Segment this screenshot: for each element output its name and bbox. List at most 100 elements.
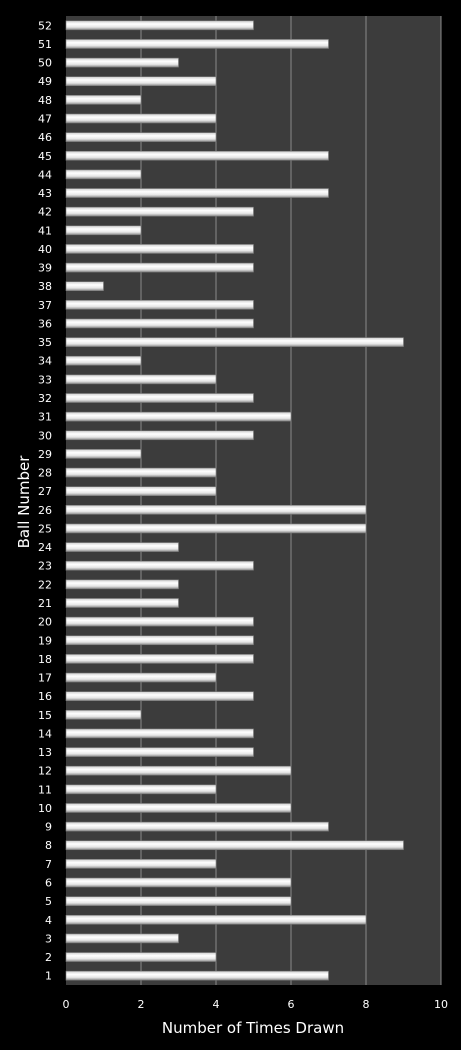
bar-ball-8	[65, 840, 404, 851]
y-tick-label: 16	[38, 690, 52, 703]
y-tick-label: 7	[45, 858, 52, 871]
bar-ball-52	[65, 20, 254, 31]
x-tick-labels: 0 2 4 6 8 10	[63, 998, 449, 1011]
bar-ball-40	[65, 244, 254, 254]
y-tick-label: 15	[38, 709, 52, 722]
y-tick-label: 38	[38, 280, 52, 293]
bar-ball-50	[65, 57, 179, 68]
y-tick-label: 14	[38, 727, 52, 740]
bar-ball-9	[65, 821, 329, 832]
y-tick-label: 41	[38, 224, 52, 237]
y-tick-label: 52	[38, 19, 52, 32]
bar-ball-37	[65, 300, 254, 310]
bar-ball-47	[65, 113, 217, 124]
y-tick-label: 44	[38, 168, 52, 181]
plot-area	[66, 16, 441, 985]
y-tick-label: 49	[38, 75, 52, 88]
x-tick-label: 8	[363, 998, 370, 1011]
x-tick-label: 4	[213, 998, 220, 1011]
bar-ball-34	[65, 355, 142, 366]
bar-ball-4	[65, 914, 367, 925]
y-tick-label: 21	[38, 597, 52, 610]
y-tick-label: 11	[38, 783, 52, 796]
y-tick-label: 24	[38, 541, 52, 554]
y-tick-label: 36	[38, 317, 52, 330]
bar-ball-15	[65, 709, 142, 720]
bar-ball-7	[65, 859, 217, 869]
bar-ball-5	[65, 896, 292, 906]
y-tick-label: 3	[45, 932, 52, 945]
y-tick-label: 29	[38, 448, 52, 461]
y-tick-label: 25	[38, 522, 52, 535]
bar-ball-41	[65, 225, 142, 236]
y-tick-label: 5	[45, 895, 52, 908]
y-tick-label: 39	[38, 262, 52, 275]
bar-ball-25	[65, 523, 367, 534]
bar-ball-19	[65, 635, 254, 646]
y-tick-label: 43	[38, 187, 52, 200]
bar-ball-36	[65, 318, 254, 329]
y-tick-label: 10	[38, 802, 52, 815]
y-tick-label: 22	[38, 578, 52, 591]
bar-ball-29	[65, 449, 142, 459]
bar-ball-42	[65, 206, 254, 217]
bar-ball-39	[65, 262, 254, 273]
bar-ball-1	[65, 970, 329, 981]
y-tick-label: 45	[38, 150, 52, 163]
y-tick-label: 33	[38, 373, 52, 386]
bar-ball-13	[65, 747, 254, 757]
bar-ball-16	[65, 691, 254, 701]
bar-ball-44	[65, 169, 142, 180]
bar-ball-35	[65, 337, 404, 347]
bar-ball-30	[65, 430, 254, 441]
bars	[65, 20, 404, 981]
y-tick-label: 8	[45, 839, 52, 852]
bar-ball-51	[65, 39, 329, 49]
bar-ball-14	[65, 728, 254, 739]
bar-ball-20	[65, 616, 254, 627]
y-tick-label: 27	[38, 485, 52, 498]
x-tick-label: 0	[63, 998, 70, 1011]
y-tick-label: 32	[38, 392, 52, 405]
x-tick-label: 2	[138, 998, 145, 1011]
y-tick-label: 37	[38, 299, 52, 312]
y-tick-label: 12	[38, 765, 52, 778]
x-tick-label: 10	[434, 998, 448, 1011]
bar-ball-32	[65, 393, 254, 403]
bar-ball-46	[65, 132, 217, 142]
bar-ball-23	[65, 560, 254, 571]
bar-ball-48	[65, 95, 142, 105]
y-tick-label: 17	[38, 672, 52, 685]
bar-ball-2	[65, 952, 217, 962]
y-tick-label: 47	[38, 112, 52, 125]
y-tick-label: 1	[45, 970, 52, 983]
y-axis-title: Ball Number	[15, 455, 33, 549]
y-tick-label: 23	[38, 560, 52, 573]
bar-ball-11	[65, 784, 217, 795]
y-tick-label: 28	[38, 467, 52, 480]
y-tick-label: 20	[38, 616, 52, 629]
y-tick-label: 30	[38, 429, 52, 442]
y-tick-label: 4	[45, 914, 52, 927]
bar-ball-21	[65, 598, 179, 608]
y-tick-labels: 1234567891011121314151617181920212223242…	[38, 19, 52, 982]
bar-ball-10	[65, 803, 292, 813]
x-axis-title: Number of Times Drawn	[162, 1019, 344, 1037]
bar-ball-27	[65, 486, 217, 496]
x-tick-label: 6	[288, 998, 295, 1011]
bar-ball-17	[65, 672, 217, 683]
bar-ball-22	[65, 579, 179, 590]
y-tick-label: 2	[45, 951, 52, 964]
bar-ball-28	[65, 467, 217, 478]
y-tick-label: 50	[38, 57, 52, 70]
y-tick-label: 40	[38, 243, 52, 256]
y-tick-label: 18	[38, 653, 52, 666]
bar-ball-43	[65, 188, 329, 198]
bar-ball-45	[65, 150, 329, 161]
bar-ball-18	[65, 654, 254, 664]
y-tick-label: 26	[38, 504, 52, 517]
y-tick-label: 51	[38, 38, 52, 51]
y-tick-label: 48	[38, 94, 52, 107]
bar-ball-24	[65, 542, 179, 552]
